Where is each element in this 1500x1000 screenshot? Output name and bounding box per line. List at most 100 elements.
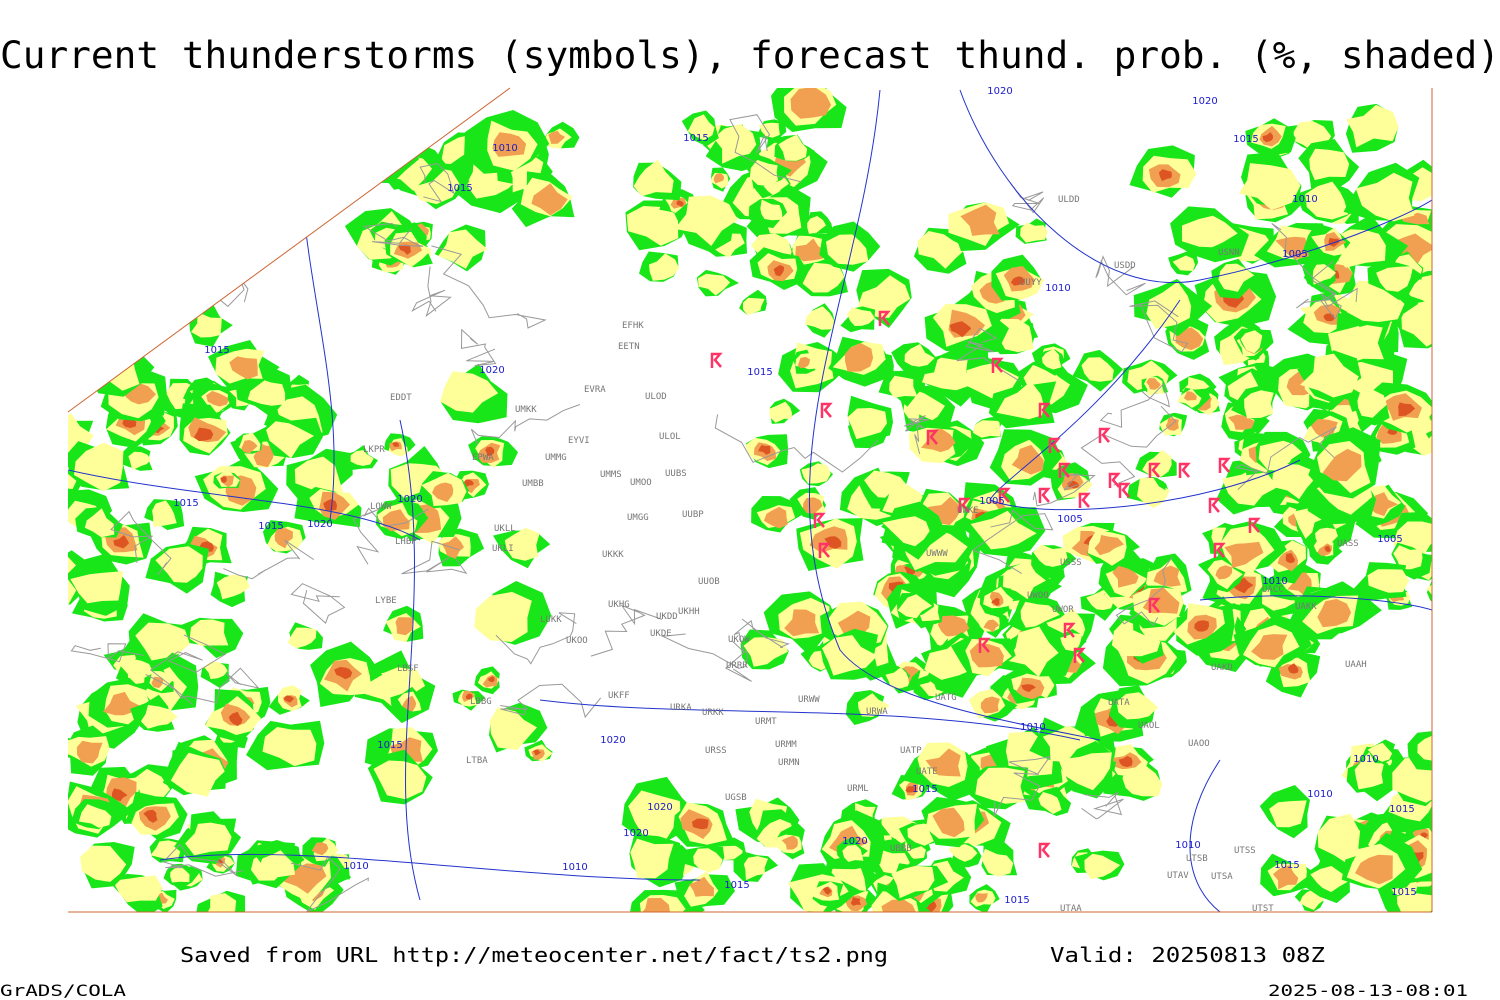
station-label: LKPR	[363, 445, 385, 455]
shading	[1011, 444, 1044, 475]
shading	[973, 420, 1001, 438]
shading	[630, 838, 674, 879]
shading	[1300, 353, 1359, 398]
storm-symbol	[1178, 462, 1191, 478]
station-label: UKKK	[602, 550, 624, 560]
coastline	[660, 633, 752, 682]
station-label: UWOO	[1027, 591, 1049, 601]
storm-symbol	[978, 637, 991, 653]
station-label: UTST	[1252, 904, 1274, 914]
coastline	[1099, 383, 1170, 428]
shading	[842, 845, 864, 862]
shading	[1367, 569, 1410, 593]
coastline	[401, 540, 468, 575]
shading	[152, 500, 177, 527]
shading	[1137, 477, 1169, 509]
shading	[1285, 553, 1295, 564]
shading	[1401, 301, 1432, 347]
shading	[1312, 264, 1336, 285]
shading	[991, 597, 1000, 606]
shading	[781, 835, 798, 850]
coastline	[290, 583, 346, 624]
shading	[802, 262, 845, 293]
coastline	[470, 404, 581, 445]
station-label: UKOW	[728, 635, 750, 645]
shading	[633, 159, 674, 197]
storm-symbol	[1218, 457, 1231, 473]
shading	[170, 866, 190, 883]
shading	[885, 667, 910, 689]
shading	[531, 183, 568, 216]
shading	[949, 321, 972, 338]
isobar-label: 1015	[1391, 887, 1416, 898]
shading	[485, 446, 495, 457]
shading	[1175, 327, 1204, 351]
valid-time: Valid: 20250813 08Z	[1050, 943, 1325, 967]
shading	[203, 662, 228, 680]
shading	[361, 667, 426, 713]
shading	[1218, 263, 1255, 292]
shading	[1084, 853, 1121, 880]
shading	[1094, 535, 1124, 556]
shading	[1287, 663, 1299, 674]
shading	[373, 760, 427, 800]
shading	[532, 749, 542, 756]
storm-symbol	[1098, 427, 1111, 443]
shading	[432, 482, 454, 502]
shading	[193, 427, 214, 442]
shading	[917, 231, 967, 269]
shading	[489, 707, 537, 750]
shading	[980, 696, 1000, 714]
shading	[1153, 565, 1181, 587]
storm-symbol	[710, 352, 723, 368]
station-label: UMGG	[627, 513, 649, 523]
shading	[294, 456, 344, 495]
shading	[1021, 684, 1036, 692]
station-label: URKK	[702, 708, 724, 718]
shading	[857, 275, 911, 318]
station-label: UATA	[1108, 698, 1130, 708]
shading	[790, 88, 832, 119]
storm-symbol	[1058, 462, 1071, 478]
shading	[1369, 492, 1399, 517]
isobar-label: 1010	[1262, 576, 1287, 587]
station-label: UMOO	[630, 478, 652, 488]
isobar-label: 1010	[492, 143, 517, 154]
storm-symbol	[1108, 472, 1121, 488]
shading	[1354, 757, 1384, 790]
station-label: LBSF	[397, 664, 419, 674]
shading	[824, 536, 842, 549]
isobar-label: 1010	[1175, 840, 1200, 851]
coastline	[1271, 222, 1337, 309]
station-label: UAOL	[1138, 721, 1160, 731]
shading	[206, 893, 237, 912]
storm-symbol	[820, 402, 833, 418]
storm-symbol	[991, 357, 1004, 373]
station-label: LOWW	[370, 502, 392, 512]
isobar	[808, 89, 1101, 741]
station-label: LHBP	[395, 537, 417, 547]
shading	[151, 676, 164, 688]
isobar	[399, 419, 421, 901]
shading	[1020, 222, 1048, 243]
shading	[847, 408, 887, 440]
shading	[1112, 565, 1139, 588]
shading	[266, 421, 314, 459]
isobar-label: 1020	[600, 735, 625, 746]
shading	[676, 200, 684, 207]
shading	[1215, 565, 1233, 580]
shading	[1376, 266, 1414, 292]
storm-symbol	[1038, 842, 1051, 858]
station-label: UWOR	[1052, 605, 1074, 615]
coastline	[1081, 791, 1124, 820]
shading	[858, 693, 890, 717]
station-label: UTSB	[1186, 854, 1208, 864]
coastline	[290, 856, 369, 912]
shading	[904, 344, 935, 367]
shading	[1309, 148, 1350, 181]
shading	[743, 856, 768, 881]
shading	[488, 676, 495, 683]
shading	[1355, 172, 1415, 222]
shading	[795, 238, 825, 262]
isobar-label: 1015	[724, 880, 749, 891]
